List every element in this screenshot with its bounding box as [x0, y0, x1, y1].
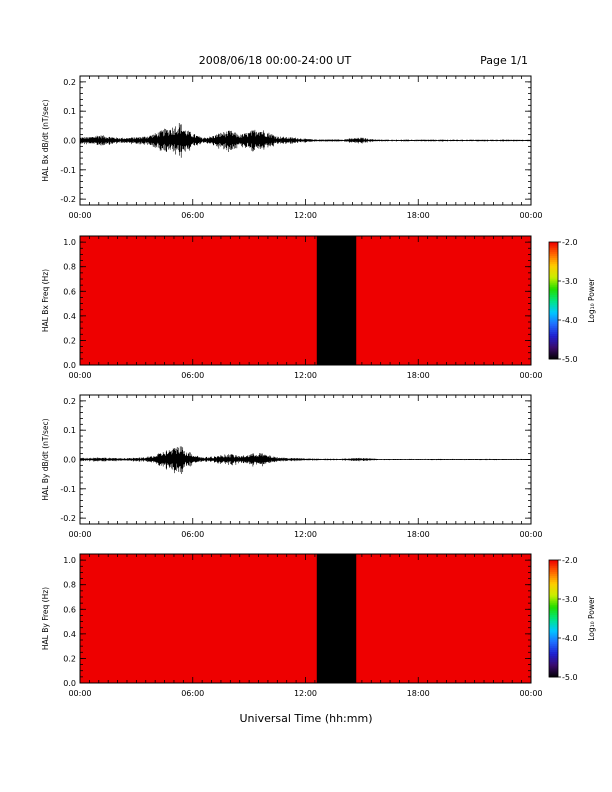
x-tick-label: 00:00 [68, 530, 91, 539]
y-axis-label: HAL Bx dB/dt (nT/sec) [41, 99, 50, 181]
colorbar-tick-label: -3.0 [562, 277, 578, 286]
x-tick-label: 12:00 [294, 530, 317, 539]
y-tick-label: 0.2 [63, 397, 76, 406]
x-tick-label: 00:00 [68, 211, 91, 220]
colorbar-tick-label: -5.0 [562, 355, 578, 364]
y-tick-label: 0.4 [63, 630, 76, 639]
x-tick-label: 00:00 [519, 530, 542, 539]
y-tick-label: 0.2 [63, 78, 76, 87]
colorbar-tick-label: -4.0 [562, 634, 578, 643]
spectrogram-cells [80, 236, 532, 366]
x-axis-label: Universal Time (hh:mm) [240, 712, 373, 725]
y-tick-label: 0.1 [63, 107, 76, 116]
x-tick-label: 18:00 [407, 371, 430, 380]
colorbar-label: Log₁₀ Power [587, 277, 596, 322]
data-gap [316, 236, 357, 365]
x-tick-label: 06:00 [181, 530, 204, 539]
y-tick-label: 0.2 [63, 336, 76, 345]
x-tick-label: 00:00 [68, 689, 91, 698]
colorbar-tick-label: -2.0 [562, 238, 578, 247]
colorbar: -2.0 -3.0 -4.0 -5.0 Log₁₀ Power [548, 556, 596, 682]
y-tick-label: 0.6 [63, 605, 76, 614]
y-tick-label: 0.0 [63, 137, 76, 146]
x-tick-label: 18:00 [407, 211, 430, 220]
dbdt-trace [79, 446, 532, 474]
panel-by-dbdt: -0.2 -0.1 0.0 0.1 0.2 HAL By dB/dt (nT/sec) 00… [41, 394, 543, 539]
y-tick-label: 0.0 [63, 679, 76, 688]
panel-by-spectrogram: 0.0 0.2 0.4 0.6 0.8 1.0 HAL By Freq (Hz) 00:00 0… [41, 553, 543, 698]
x-tick-label: 00:00 [519, 689, 542, 698]
x-tick-label: 18:00 [407, 530, 430, 539]
page-title: 2008/06/18 00:00-24:00 UT [199, 54, 352, 67]
x-tick-label: 00:00 [519, 211, 542, 220]
y-tick-label: -0.1 [60, 485, 76, 494]
x-tick-label: 12:00 [294, 689, 317, 698]
colorbar-label: Log₁₀ Power [587, 595, 596, 640]
x-tick-label: 06:00 [181, 689, 204, 698]
y-tick-label: 0.8 [63, 581, 76, 590]
y-tick-label: 0.6 [63, 287, 76, 296]
y-tick-label: 0.1 [63, 426, 76, 435]
y-tick-label: 0.4 [63, 312, 76, 321]
y-tick-label: -0.2 [60, 195, 76, 204]
colorbar-tick-label: -5.0 [562, 673, 578, 682]
x-tick-label: 12:00 [294, 211, 317, 220]
y-axis-label: HAL By dB/dt (nT/sec) [41, 418, 50, 500]
x-tick-label: 06:00 [181, 371, 204, 380]
y-tick-label: 1.0 [63, 238, 76, 247]
colorbar-tick-label: -4.0 [562, 316, 578, 325]
panel-bx-dbdt: -0.2 -0.1 0.0 0.1 0.2 HAL Bx dB/dt (nT/sec) 00… [41, 75, 543, 220]
x-tick-label: 18:00 [407, 689, 430, 698]
y-tick-label: 0.0 [63, 361, 76, 370]
data-gap [316, 554, 357, 683]
y-tick-label: -0.2 [60, 514, 76, 523]
x-tick-label: 00:00 [519, 371, 542, 380]
dbdt-trace [79, 122, 532, 158]
y-tick-label: 0.0 [63, 456, 76, 465]
panel-bx-spectrogram: 0.0 0.2 0.4 0.6 0.8 1.0 HAL Bx Freq (Hz) 00:00 0… [41, 235, 543, 380]
colorbar-tick-label: -3.0 [562, 595, 578, 604]
x-tick-label: 06:00 [181, 211, 204, 220]
y-tick-label: 0.2 [63, 654, 76, 663]
y-tick-label: 1.0 [63, 556, 76, 565]
spectrogram-cells [80, 554, 532, 684]
y-axis-label: HAL Bx Freq (Hz) [41, 269, 50, 332]
colorbar-tick-label: -2.0 [562, 556, 578, 565]
y-tick-label: -0.1 [60, 166, 76, 175]
colorbar: -2.0 -3.0 -4.0 -5.0 Log₁₀ Power [548, 238, 596, 364]
x-tick-label: 00:00 [68, 371, 91, 380]
page-number: Page 1/1 [480, 54, 528, 67]
y-tick-label: 0.8 [63, 263, 76, 272]
y-axis-label: HAL By Freq (Hz) [41, 587, 50, 650]
x-tick-label: 12:00 [294, 371, 317, 380]
